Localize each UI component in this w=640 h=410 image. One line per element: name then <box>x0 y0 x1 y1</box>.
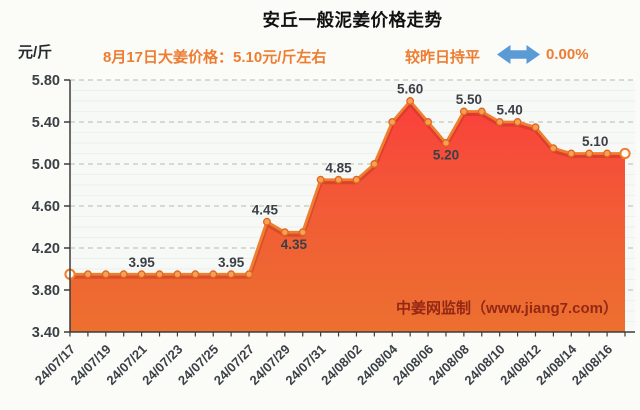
point-label: 4.85 <box>325 160 352 175</box>
data-point-marker <box>406 97 415 105</box>
data-point-marker <box>513 118 522 126</box>
data-point-marker <box>567 149 576 158</box>
watermark-text: 中姜网监制（www.jiang7.com） <box>396 300 618 317</box>
x-axis-labels: 24/07/1724/07/1924/07/2124/07/2324/07/25… <box>32 341 615 388</box>
data-point-marker <box>298 228 307 237</box>
endpoint-marker <box>619 147 631 160</box>
axes <box>64 79 635 337</box>
point-label: 5.20 <box>433 148 459 163</box>
y-axis-unit-label: 元/斤 <box>18 44 53 61</box>
data-point-marker <box>119 270 128 279</box>
y-tick-label: 5.00 <box>32 157 60 173</box>
page-title: 安丘一般泥姜价格走势 <box>262 10 443 30</box>
data-point-marker <box>603 149 612 158</box>
data-point-marker <box>459 107 468 116</box>
point-label: 5.60 <box>397 82 423 97</box>
y-tick-label: 5.40 <box>32 115 60 131</box>
data-point-marker <box>585 149 594 158</box>
data-point-marker <box>316 175 325 184</box>
trend-percent-value: 0.00% <box>546 46 589 63</box>
y-axis-labels: 3.40 3.80 4.20 4.60 5.00 5.40 5.80 <box>32 73 60 341</box>
y-tick-label: 3.40 <box>32 325 60 341</box>
data-point-marker <box>352 175 361 184</box>
point-label: 4.45 <box>252 202 279 217</box>
point-label: 5.10 <box>582 134 608 149</box>
y-tick-label: 3.80 <box>32 283 60 299</box>
y-tick-label: 5.80 <box>32 73 60 89</box>
current-price-note: 8月17日大姜价格：5.10元/斤左右 <box>103 49 327 66</box>
left-right-arrow-icon <box>497 45 540 64</box>
data-point-marker <box>280 228 289 237</box>
data-point-marker <box>227 270 236 279</box>
data-point-marker <box>334 175 343 184</box>
data-point-marker <box>531 123 540 132</box>
trend-compare-label: 较昨日持平 <box>405 49 481 66</box>
point-label: 3.95 <box>128 255 155 270</box>
data-point-marker <box>191 270 200 279</box>
point-labels: 3.95 3.95 4.45 4.35 4.85 5.60 5.20 5.50 5.40 5.10 <box>128 82 608 270</box>
data-point-marker <box>370 160 379 168</box>
data-points <box>64 97 631 280</box>
data-point-marker <box>101 270 110 279</box>
data-point-marker <box>495 118 504 126</box>
data-point-marker <box>442 139 450 147</box>
x-tick-label: 24/08/16 <box>569 342 615 388</box>
point-label: 5.40 <box>497 103 523 118</box>
y-tick-label: 4.20 <box>32 241 60 257</box>
data-point-marker <box>173 270 182 279</box>
data-point-marker <box>477 107 486 116</box>
data-point-marker <box>424 118 433 126</box>
data-point-marker <box>262 217 271 226</box>
point-label: 4.35 <box>281 237 308 252</box>
data-point-marker <box>209 270 218 279</box>
data-point-marker <box>83 270 92 279</box>
data-point-marker <box>549 144 558 153</box>
point-label: 3.95 <box>218 255 245 270</box>
data-point-marker <box>245 270 253 279</box>
data-point-marker <box>155 270 164 279</box>
point-label: 5.50 <box>456 92 482 107</box>
data-point-marker <box>137 270 146 279</box>
y-tick-label: 4.60 <box>32 199 60 215</box>
data-point-marker <box>388 118 397 126</box>
